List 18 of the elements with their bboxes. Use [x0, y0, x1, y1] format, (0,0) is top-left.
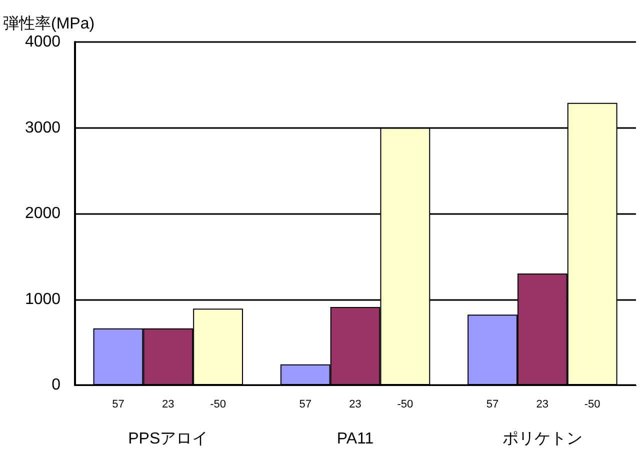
- series-label: 23: [162, 398, 174, 410]
- text: 23: [536, 398, 549, 410]
- y-tick-label: 1000: [24, 290, 61, 308]
- y-tick-label: 4000: [24, 34, 61, 50]
- y-tick-label: 3000: [24, 119, 61, 136]
- text: 57: [299, 398, 312, 410]
- series-label: 57: [112, 398, 124, 410]
- x-tick-label: ポリケトン: [502, 430, 582, 448]
- y-axis-title: 弾性率(MPa): [2, 14, 95, 32]
- series-label: -50: [210, 398, 226, 410]
- text: -50: [584, 398, 600, 410]
- text: 23: [349, 398, 362, 410]
- y-tick-label: 0: [52, 376, 61, 394]
- text: 57: [486, 398, 499, 410]
- text: -50: [397, 398, 414, 410]
- y-tick-label: 2000: [24, 205, 61, 222]
- x-tick-label: PA11: [336, 430, 374, 448]
- x-tick-label: PPSアロイ: [128, 430, 208, 448]
